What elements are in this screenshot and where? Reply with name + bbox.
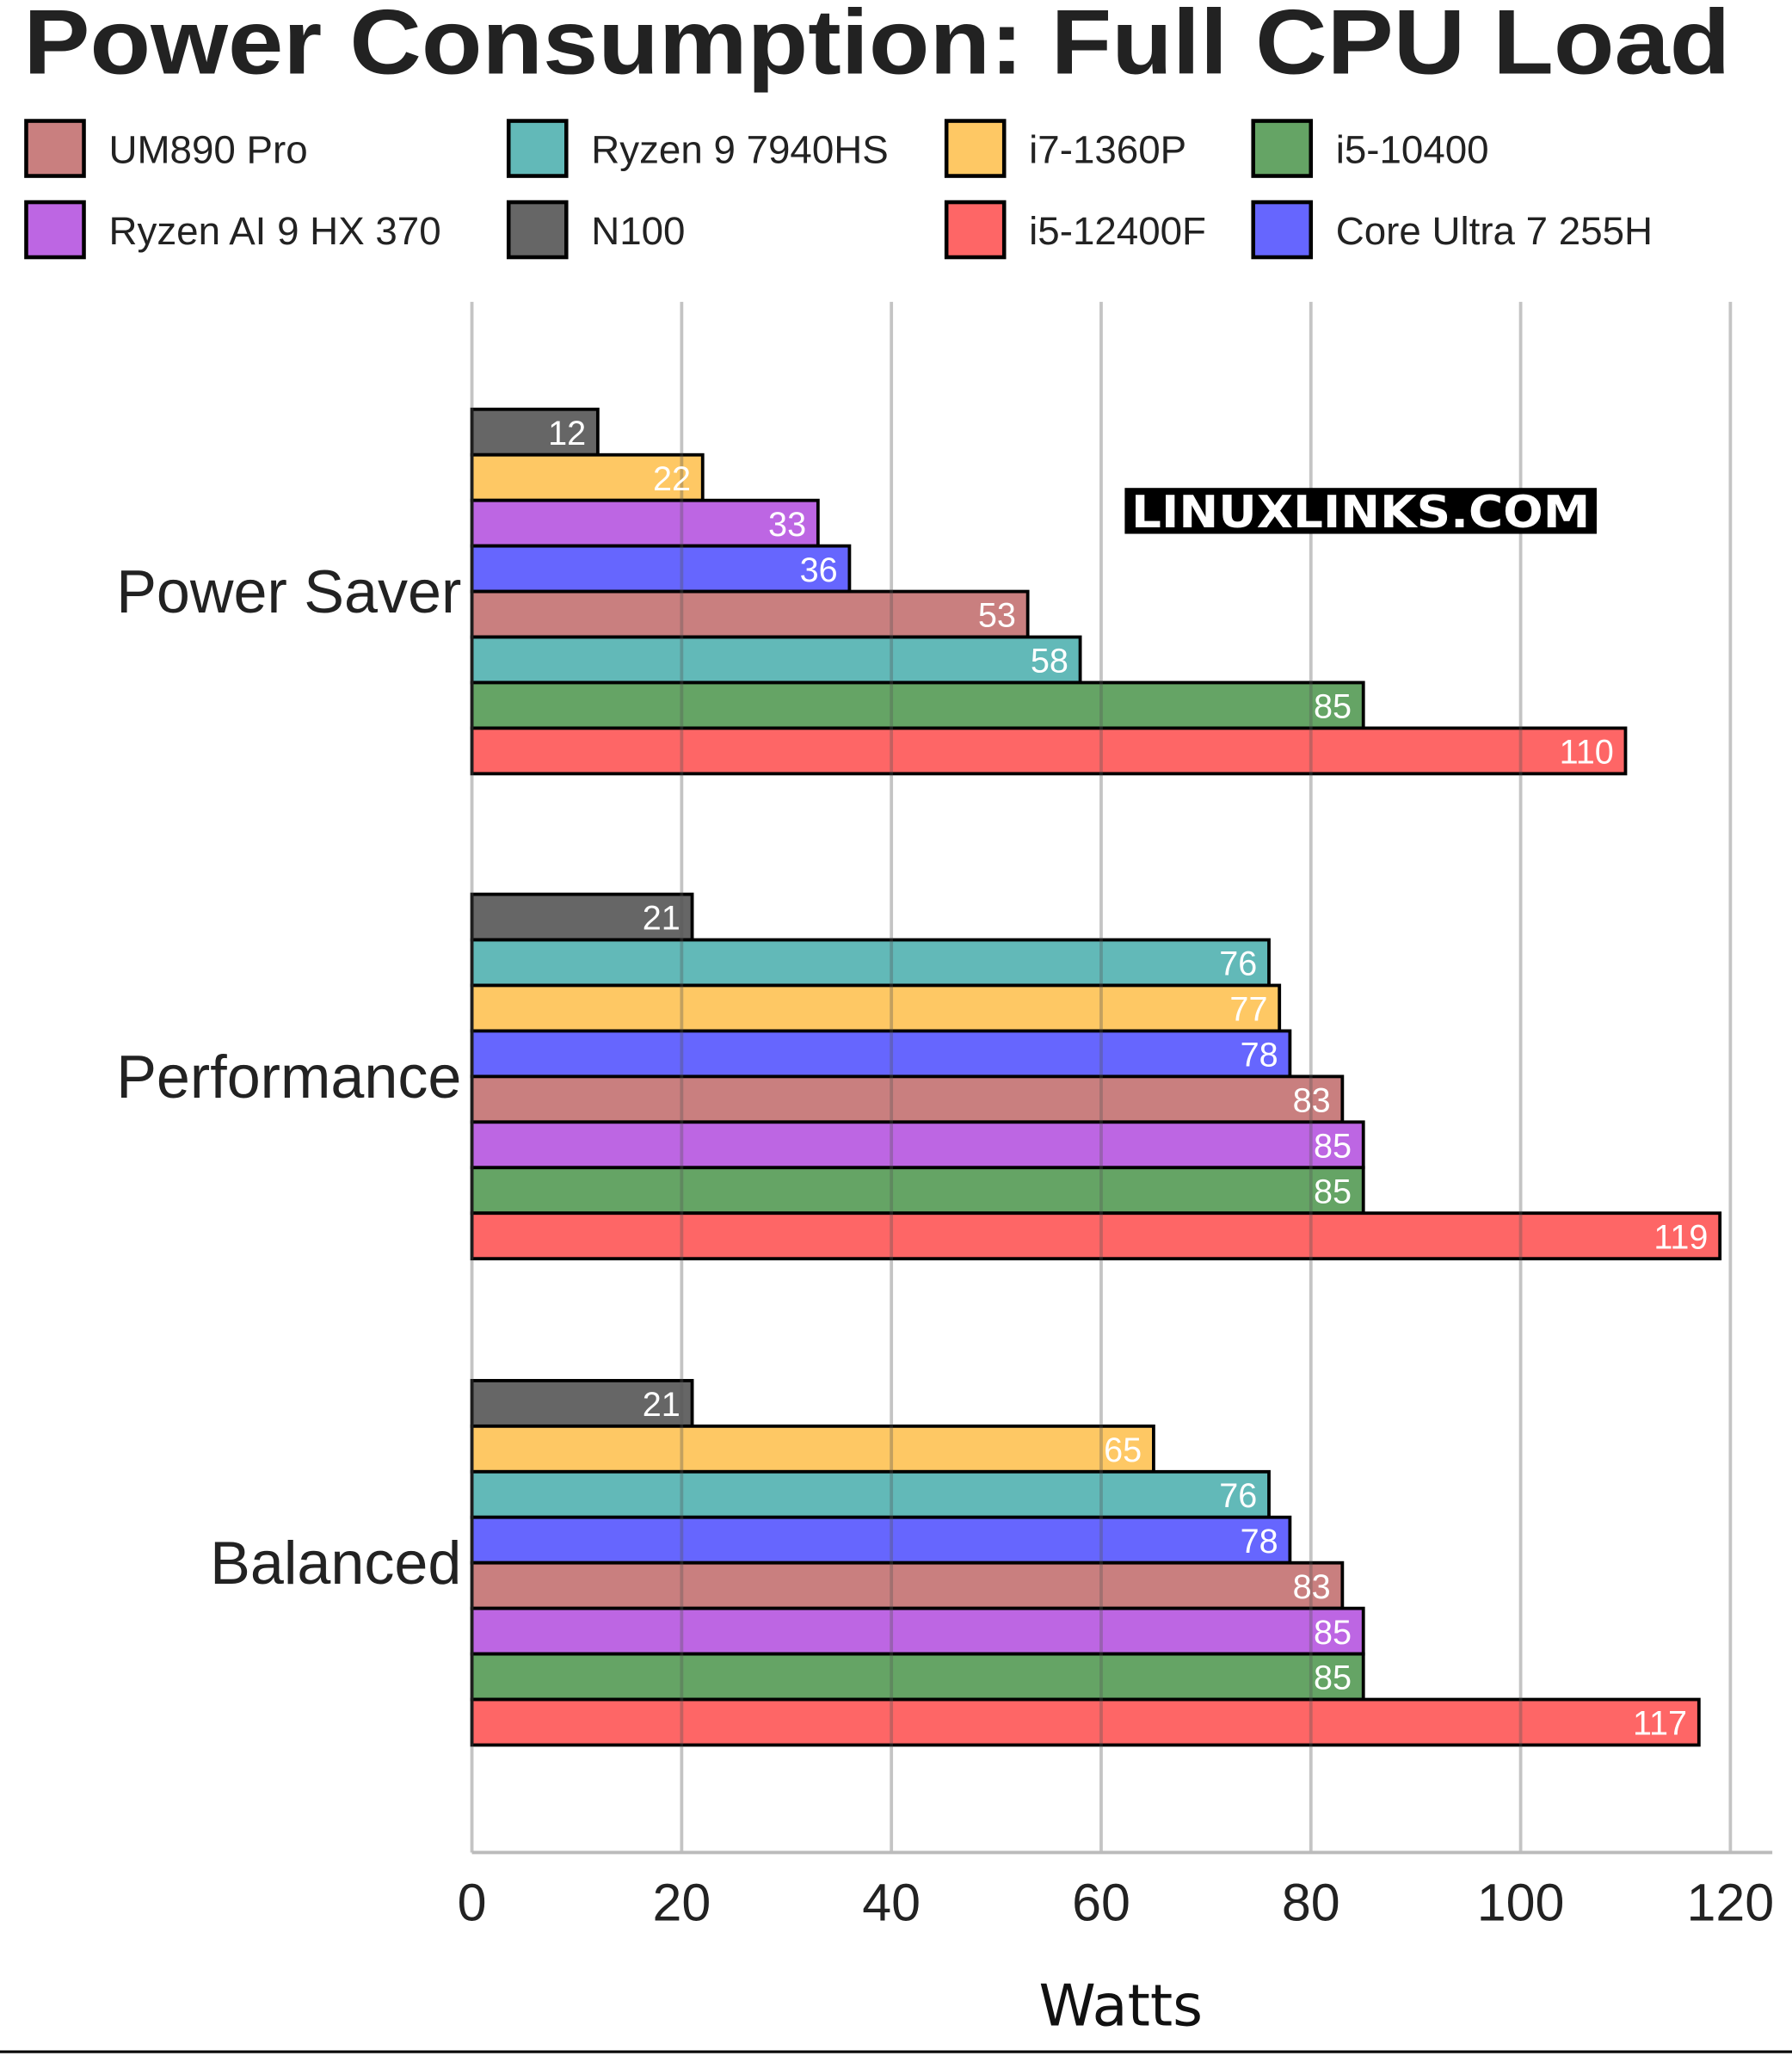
value-label: 36 — [800, 551, 838, 589]
legend-swatch — [944, 119, 1007, 178]
bar — [470, 983, 1282, 1033]
legend-swatch — [506, 119, 569, 178]
bar — [470, 589, 1030, 639]
x-tick-label: 0 — [458, 1874, 487, 1932]
legend-item: i5-12400F — [944, 200, 1206, 260]
legend-item: i5-10400 — [1251, 119, 1489, 178]
legend-swatch — [24, 200, 86, 260]
legend-label: Ryzen AI 9 HX 370 — [108, 209, 440, 253]
watermark-text: LINUXLINKS.COM — [1131, 487, 1590, 539]
bar — [470, 1515, 1292, 1565]
value-label: 119 — [1653, 1218, 1708, 1256]
legend-swatch — [24, 119, 86, 178]
bar — [470, 1469, 1271, 1519]
bar — [470, 1560, 1345, 1610]
x-tick-label: 100 — [1477, 1874, 1565, 1932]
bar — [470, 1606, 1365, 1656]
value-label: 78 — [1241, 1037, 1278, 1074]
bar — [470, 544, 852, 594]
bar — [470, 726, 1628, 776]
category-label: Balanced — [210, 1530, 461, 1597]
legend-item: UM890 Pro — [24, 119, 308, 178]
bar — [470, 938, 1271, 988]
value-label: 78 — [1241, 1523, 1278, 1560]
legend-label: Ryzen 9 7940HS — [591, 127, 889, 171]
x-tick-label: 80 — [1282, 1874, 1340, 1932]
value-label: 21 — [643, 1386, 680, 1424]
x-tick-label: 60 — [1072, 1874, 1130, 1932]
value-label: 85 — [1314, 1127, 1352, 1165]
x-tick-label: 20 — [652, 1874, 711, 1932]
value-label: 12 — [548, 415, 586, 452]
value-label: 33 — [768, 506, 806, 544]
value-label: 58 — [1031, 643, 1068, 680]
value-label: 22 — [653, 460, 691, 498]
bar — [470, 1652, 1365, 1702]
bar — [470, 635, 1082, 685]
legend: UM890 Pro Ryzen 9 7940HS i7-1360P i5-10400 R… — [24, 119, 1653, 260]
legend-swatch — [944, 200, 1007, 260]
value-label: 76 — [1219, 945, 1257, 983]
bar — [470, 1697, 1701, 1747]
value-label: 76 — [1219, 1477, 1257, 1515]
legend-label: i5-10400 — [1336, 127, 1489, 171]
x-tick-label: 120 — [1687, 1874, 1775, 1932]
value-label: 65 — [1104, 1431, 1142, 1469]
bar — [470, 1424, 1155, 1474]
legend-item: Ryzen 9 7940HS — [506, 119, 889, 178]
bar — [470, 680, 1365, 730]
value-label: 117 — [1633, 1705, 1687, 1743]
value-label: 85 — [1314, 1173, 1352, 1210]
bar — [470, 1166, 1365, 1216]
legend-item: Core Ultra 7 255H — [1251, 200, 1653, 260]
value-label: 53 — [978, 597, 1016, 635]
bars — [470, 407, 1722, 1747]
value-label: 85 — [1314, 688, 1352, 726]
value-label: 85 — [1314, 1659, 1352, 1697]
bar — [470, 1378, 694, 1428]
x-axis-label: Watts — [1039, 1973, 1204, 2040]
value-labels: 12 22 33 36 53 58 85 110 Power Saver 21 76 77 78 83 85… — [116, 415, 1708, 1743]
bar — [470, 1211, 1722, 1261]
chart-title: Power Consumption: Full CPU Load — [23, 0, 1730, 94]
legend-swatch — [1251, 200, 1314, 260]
value-label: 110 — [1560, 734, 1614, 772]
category-label: Performance — [116, 1043, 461, 1111]
grid — [470, 301, 1733, 1853]
legend-label: UM890 Pro — [108, 127, 307, 171]
legend-swatch — [506, 200, 569, 260]
watermark: LINUXLINKS.COM — [1124, 487, 1597, 539]
bar — [470, 1120, 1365, 1170]
value-label: 77 — [1229, 991, 1267, 1029]
legend-label: i7-1360P — [1029, 127, 1186, 171]
value-label: 85 — [1314, 1614, 1352, 1652]
x-tick-label: 40 — [862, 1874, 921, 1932]
value-label: 21 — [643, 900, 680, 938]
x-axis: 0 20 40 60 80 100 120 — [458, 1850, 1775, 1932]
category-label: Power Saver — [116, 558, 461, 625]
legend-label: N100 — [591, 209, 685, 253]
legend-item: Ryzen AI 9 HX 370 — [24, 200, 441, 260]
legend-swatch — [1251, 119, 1314, 178]
bar — [470, 1029, 1292, 1079]
legend-item: N100 — [506, 200, 685, 260]
value-label: 83 — [1293, 1568, 1331, 1606]
legend-item: i7-1360P — [944, 119, 1186, 178]
legend-label: Core Ultra 7 255H — [1336, 209, 1653, 253]
legend-label: i5-12400F — [1029, 209, 1206, 253]
bar — [470, 498, 820, 548]
value-label: 83 — [1293, 1082, 1331, 1120]
bar — [470, 1074, 1345, 1124]
